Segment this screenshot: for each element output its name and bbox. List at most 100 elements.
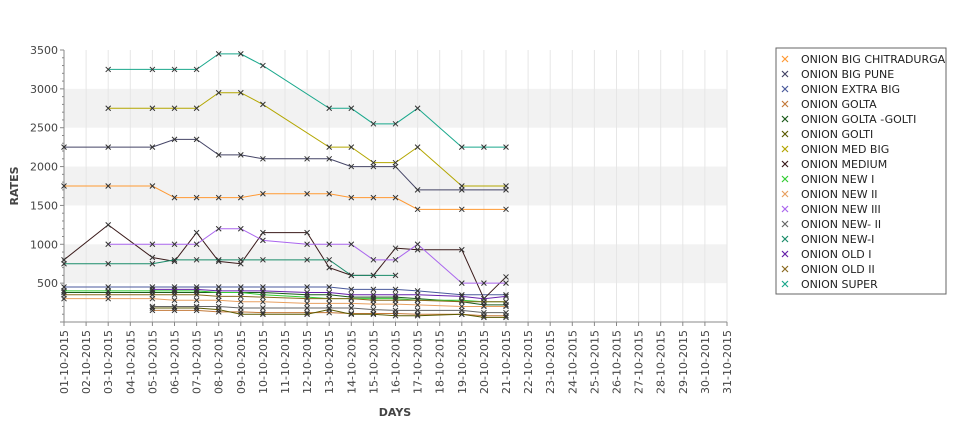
legend-item: ONION NEW I [781, 173, 874, 186]
data-point-marker [149, 241, 156, 248]
x-tick-label: 24-10-2015 [566, 330, 579, 394]
data-point-marker [370, 159, 377, 166]
x-tick-label: 05-10-2015 [146, 330, 159, 394]
data-point-marker [304, 289, 310, 296]
legend-marker-icon [781, 235, 789, 243]
data-point-marker [503, 144, 509, 150]
data-point-marker [171, 303, 178, 310]
data-point-marker [392, 312, 399, 319]
legend-label: ONION GOLTA [801, 98, 877, 111]
x-tick-label: 10-10-2015 [257, 330, 270, 394]
data-point-marker [326, 264, 333, 271]
data-point-marker [237, 89, 244, 96]
legend-marker-icon [781, 175, 789, 183]
data-point-marker [149, 260, 156, 267]
data-point-marker [61, 291, 67, 298]
legend-item: ONION OLD I [781, 248, 872, 261]
data-point-marker [149, 183, 156, 189]
legend-marker-icon [781, 115, 789, 123]
data-point-marker [414, 291, 421, 298]
data-point-marker [260, 62, 266, 69]
data-point-marker [503, 206, 509, 213]
data-point-marker [260, 288, 266, 294]
data-point-marker [149, 303, 156, 310]
data-point-marker [171, 136, 178, 143]
data-point-marker [237, 288, 244, 294]
legend-item: ONION OLD II [781, 263, 875, 276]
legend-marker-icon [781, 145, 789, 153]
data-point-marker [304, 300, 310, 307]
data-point-marker [392, 272, 399, 279]
data-point-marker [171, 66, 178, 73]
data-point-marker [392, 245, 399, 252]
data-point-marker [370, 297, 377, 304]
data-point-marker [326, 256, 333, 263]
series-line [108, 228, 506, 284]
y-tick-label: 1500 [30, 199, 58, 212]
legend-item: ONION GOLTI [781, 128, 873, 141]
data-point-marker [392, 256, 399, 263]
data-point-marker [370, 272, 377, 279]
data-point-marker [503, 293, 509, 300]
data-point-marker [348, 295, 355, 302]
data-point-marker [414, 307, 421, 314]
data-point-marker [348, 300, 355, 307]
data-point-marker [304, 295, 310, 302]
data-point-marker [237, 293, 244, 300]
data-point-marker [260, 298, 266, 305]
data-point-marker [260, 311, 266, 318]
legend-label: ONION GOLTI [801, 128, 873, 141]
series-12 [61, 256, 399, 279]
series-line [64, 286, 506, 296]
x-tick-label: 22-10-2015 [522, 330, 535, 394]
legend-label: ONION NEW III [801, 203, 881, 216]
data-point-marker [215, 225, 222, 232]
data-point-marker [304, 155, 310, 162]
series-layer [61, 51, 509, 321]
data-point-marker [171, 297, 178, 304]
data-point-marker [171, 256, 178, 263]
data-point-marker [105, 291, 112, 298]
data-point-marker [392, 120, 399, 127]
data-point-marker [414, 246, 421, 253]
data-point-marker [193, 66, 200, 73]
data-point-marker [193, 229, 200, 236]
data-point-marker [370, 311, 377, 318]
data-point-marker [149, 286, 156, 293]
data-point-marker [215, 152, 222, 158]
data-point-marker [348, 305, 355, 311]
x-tick-label: 25-10-2015 [588, 330, 601, 394]
data-point-marker [260, 229, 266, 236]
data-point-marker [304, 190, 310, 197]
data-point-marker [503, 309, 509, 316]
data-point-marker [370, 256, 377, 263]
x-tick-label: 02-10-2015 [80, 330, 93, 394]
x-tick-label: 27-10-2015 [633, 330, 646, 394]
legend-marker-icon [781, 130, 789, 138]
data-point-marker [149, 144, 156, 150]
data-point-marker [392, 297, 399, 304]
y-axis-title: RATES [8, 166, 21, 205]
data-point-marker [193, 136, 200, 143]
legend-label: ONION NEW-I [801, 233, 874, 246]
data-point-marker [61, 144, 67, 150]
data-point-marker [260, 305, 266, 311]
data-point-marker [260, 294, 266, 300]
data-point-marker [260, 155, 266, 162]
legend-marker-icon [781, 70, 789, 78]
data-point-marker [481, 309, 487, 316]
data-point-marker [237, 298, 244, 305]
data-point-marker [171, 105, 178, 112]
data-point-marker [171, 291, 178, 298]
legend-marker-icon [781, 100, 789, 108]
data-point-marker [193, 105, 200, 112]
data-point-marker [458, 206, 465, 213]
data-point-marker [326, 241, 333, 248]
data-point-marker [149, 66, 156, 73]
series-14 [61, 291, 509, 305]
x-tick-label: 13-10-2015 [323, 330, 336, 394]
data-point-marker [326, 284, 333, 290]
legend-label: ONION NEW II [801, 188, 878, 201]
data-point-marker [193, 256, 200, 263]
